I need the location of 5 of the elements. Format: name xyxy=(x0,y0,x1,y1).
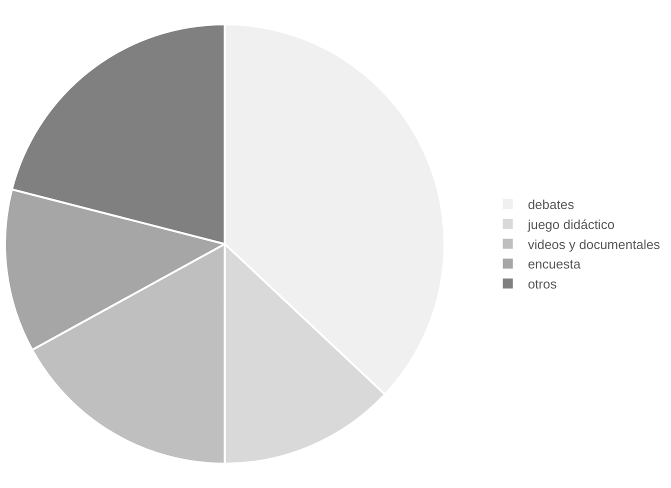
legend-label: encuesta xyxy=(528,256,582,272)
legend-label: videos y documentales xyxy=(528,236,661,252)
legend-label: otros xyxy=(528,276,558,292)
legend-label: debates xyxy=(528,197,575,212)
legend-label: juego didáctico xyxy=(526,216,615,232)
